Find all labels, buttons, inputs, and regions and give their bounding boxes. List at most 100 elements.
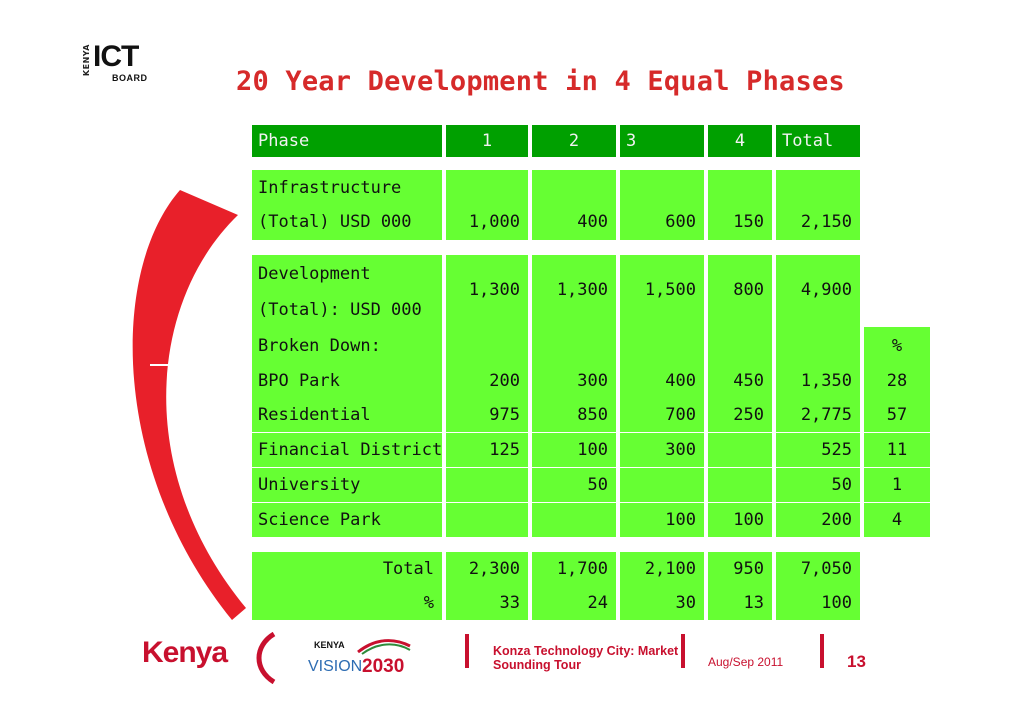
breakdown-row-value: 100 xyxy=(620,503,704,537)
vision-word: VISION xyxy=(308,658,363,675)
vision-small-label: KENYA xyxy=(314,640,345,650)
red-arc-decoration xyxy=(132,190,246,620)
breakdown-row-value-text: 100 xyxy=(733,510,764,530)
kenya-bracket-icon xyxy=(256,632,276,684)
breakdown-row-label-text: Science Park xyxy=(258,510,381,530)
breakdown-row-label: University xyxy=(252,468,442,502)
infrastructure-label-text: Infrastructure xyxy=(258,178,402,198)
development-label-text: Development xyxy=(258,264,371,284)
breakdown-row-pct-text: 28 xyxy=(886,371,908,391)
logo-sub: BOARD xyxy=(112,73,148,83)
header-total: Total xyxy=(776,125,860,157)
header-phase-text: Phase xyxy=(258,131,310,151)
vision-swoosh-icon xyxy=(357,639,411,655)
breakdown-row-pct: 4 xyxy=(864,503,930,537)
infrastructure-value-text: 400 xyxy=(577,212,608,232)
breakdown-row-value-text: 450 xyxy=(733,371,764,391)
logo-name: ICT xyxy=(93,40,139,73)
breakdown-row-value xyxy=(532,503,616,537)
footer-divider-2 xyxy=(681,634,685,668)
infrastructure-value-text: 2,150 xyxy=(800,212,852,232)
breakdown-row-value-text: 125 xyxy=(489,440,520,460)
breakdown-row-label-text: Residential xyxy=(258,405,371,425)
breakdown-row-value: 400 xyxy=(620,364,704,398)
infrastructure-label-2: (Total) USD 000 xyxy=(258,212,412,232)
breakdown-row-value: 850 xyxy=(532,398,616,432)
breakdown-row-value: 100 xyxy=(532,433,616,467)
broken-down-empty xyxy=(532,327,616,364)
breakdown-row-value: 100 xyxy=(708,503,772,537)
breakdown-row-value xyxy=(708,468,772,502)
development-value: 4,900 xyxy=(776,255,860,327)
footer-divider-3 xyxy=(820,634,824,668)
header-4-text: 4 xyxy=(734,131,746,151)
broken-down-label-text: Broken Down: xyxy=(258,336,381,356)
percent-value-text: 100 xyxy=(821,593,852,613)
page-number: 13 xyxy=(847,652,866,671)
page-title: 20 Year Development in 4 Equal Phases xyxy=(236,66,845,97)
breakdown-row-value: 2,775 xyxy=(776,398,860,432)
percent-value-text: 13 xyxy=(743,593,764,613)
breakdown-row-pct: 57 xyxy=(864,398,930,432)
vision-year: 2030 xyxy=(362,656,405,677)
breakdown-row-label-text: BPO Park xyxy=(258,371,340,391)
total-value: 2,100 xyxy=(620,552,704,586)
header-1: 1 xyxy=(446,125,528,157)
breakdown-row-value xyxy=(446,468,528,502)
header-total-text: Total xyxy=(782,131,834,151)
development-label: Development (Total): USD 000 xyxy=(252,255,442,327)
breakdown-row-value: 250 xyxy=(708,398,772,432)
breakdown-row-value-text: 1,350 xyxy=(800,371,852,391)
breakdown-row-value-text: 50 xyxy=(831,475,852,495)
kenya-wordmark: Kenya xyxy=(142,636,228,669)
percent-value: 13 xyxy=(708,586,772,620)
broken-down-empty xyxy=(708,327,772,364)
development-value-text: 1,300 xyxy=(468,280,520,300)
development-value: 1,300 xyxy=(446,255,528,327)
total-value-text: 1,700 xyxy=(556,559,608,579)
development-label-2: (Total): USD 000 xyxy=(258,300,422,320)
broken-down-empty xyxy=(446,327,528,364)
breakdown-row-value: 975 xyxy=(446,398,528,432)
breakdown-row-value-text: 100 xyxy=(665,510,696,530)
breakdown-row-value: 700 xyxy=(620,398,704,432)
vision-2030-logo: KENYA VISION 2030 xyxy=(296,636,416,682)
total-value: 1,700 xyxy=(532,552,616,586)
breakdown-row-pct-text: 1 xyxy=(891,475,903,495)
breakdown-row-pct-text: 11 xyxy=(886,440,908,460)
breakdown-row-label: Residential xyxy=(252,398,442,432)
breakdown-row-value xyxy=(620,468,704,502)
breakdown-row-value-text: 200 xyxy=(489,371,520,391)
breakdown-row-label-text: University xyxy=(258,475,361,495)
breakdown-row-value: 200 xyxy=(776,503,860,537)
total-value-text: 2,100 xyxy=(644,559,696,579)
broken-down-label: Broken Down: xyxy=(252,327,442,364)
header-1-text: 1 xyxy=(481,131,493,151)
footer-divider-1 xyxy=(465,634,469,668)
breakdown-row-value-text: 2,775 xyxy=(800,405,852,425)
development-value-text: 1,500 xyxy=(644,280,696,300)
breakdown-row-value: 450 xyxy=(708,364,772,398)
percent-value: 30 xyxy=(620,586,704,620)
percent-value-text: 30 xyxy=(675,593,696,613)
header-4: 4 xyxy=(708,125,772,157)
percent-value: 24 xyxy=(532,586,616,620)
header-2: 2 xyxy=(532,125,616,157)
breakdown-row-value: 525 xyxy=(776,433,860,467)
breakdown-row-value: 125 xyxy=(446,433,528,467)
infrastructure-value: 2,150 xyxy=(776,170,860,240)
breakdown-row-pct-text: 57 xyxy=(886,405,908,425)
infrastructure-value: 1,000 xyxy=(446,170,528,240)
percent-label: % xyxy=(252,586,442,620)
breakdown-row-value-text: 200 xyxy=(821,510,852,530)
kenya-brand-logo: Kenya xyxy=(142,636,228,670)
header-3: 3 xyxy=(620,125,704,157)
percent-value: 100 xyxy=(776,586,860,620)
percent-header: % xyxy=(864,327,930,364)
development-value-text: 4,900 xyxy=(800,280,852,300)
breakdown-row-value xyxy=(446,503,528,537)
breakdown-row-pct: 11 xyxy=(864,433,930,467)
breakdown-row-value-text: 850 xyxy=(577,405,608,425)
header-3-text: 3 xyxy=(626,131,637,151)
breakdown-row-value-text: 50 xyxy=(587,475,608,495)
